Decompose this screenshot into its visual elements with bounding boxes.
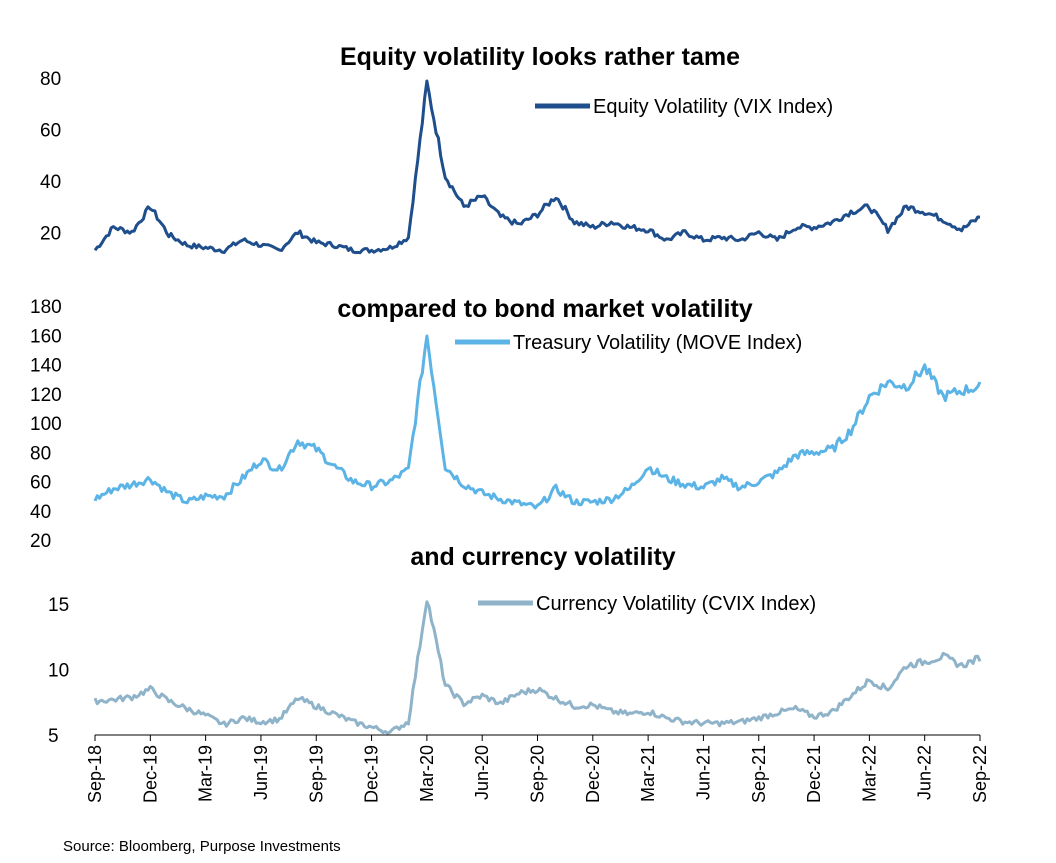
y-tick-bond-40: 40 xyxy=(30,502,51,523)
y-tick-bond-120: 120 xyxy=(30,385,62,406)
x-tick-label: Sep-20 xyxy=(528,745,548,803)
x-tick-label: Dec-19 xyxy=(362,745,382,803)
series-line-bond xyxy=(93,334,982,510)
legend-label-equity: Equity Volatility (VIX Index) xyxy=(593,96,833,118)
x-tick-label: Mar-21 xyxy=(638,745,658,802)
x-tick-label: Jun-21 xyxy=(693,745,713,800)
y-tick-equity-40: 40 xyxy=(40,172,61,193)
y-tick-currency-15: 15 xyxy=(48,595,69,616)
legend-label-currency: Currency Volatility (CVIX Index) xyxy=(536,593,816,615)
y-tick-bond-140: 140 xyxy=(30,356,62,377)
y-axis-tick-labels: 20 40 60 80 20 40 60 80 100 120 140 160 180 5 10 15 xyxy=(30,69,69,747)
y-tick-currency-10: 10 xyxy=(48,661,69,682)
y-tick-bond-100: 100 xyxy=(30,414,62,435)
x-tick-label: Mar-20 xyxy=(417,745,437,802)
series-lines xyxy=(93,79,982,735)
y-tick-equity-60: 60 xyxy=(40,121,61,142)
x-tick-label: Mar-22 xyxy=(859,745,879,802)
legend-currency: Currency Volatility (CVIX Index) xyxy=(478,593,816,615)
y-tick-bond-160: 160 xyxy=(30,326,62,347)
x-tick-label: Sep-22 xyxy=(970,745,990,803)
x-tick-label: Dec-18 xyxy=(140,745,160,803)
series-line-equity xyxy=(93,79,981,255)
x-tick-label: Sep-21 xyxy=(749,745,769,803)
x-tick-label: Sep-19 xyxy=(306,745,326,803)
y-tick-currency-5: 5 xyxy=(48,726,59,747)
y-tick-equity-80: 80 xyxy=(40,69,61,90)
x-tick-label: Jun-19 xyxy=(251,745,271,800)
chart-title-currency: and currency volatility xyxy=(410,543,675,571)
y-tick-bond-80: 80 xyxy=(30,443,51,464)
x-tick-label: Sep-18 xyxy=(85,745,105,803)
x-tick-label: Dec-21 xyxy=(804,745,824,803)
x-tick-label: Jun-22 xyxy=(915,745,935,800)
y-tick-bond-60: 60 xyxy=(30,473,51,494)
y-tick-bond-180: 180 xyxy=(30,297,62,318)
x-axis-tick-labels: Sep-18 Dec-18 Mar-19 Jun-19 Sep-19 Dec-19 Mar-… xyxy=(85,735,990,803)
source-note: Source: Bloomberg, Purpose Investments xyxy=(63,838,341,855)
legend-bond: Treasury Volatility (MOVE Index) xyxy=(455,332,802,354)
x-tick-label: Dec-20 xyxy=(583,745,603,803)
legend-label-bond: Treasury Volatility (MOVE Index) xyxy=(513,332,802,354)
x-tick-label: Mar-19 xyxy=(196,745,216,802)
legend-equity: Equity Volatility (VIX Index) xyxy=(535,96,833,118)
y-tick-bond-20: 20 xyxy=(30,531,51,552)
chart-title-bond: compared to bond market volatility xyxy=(337,295,752,323)
y-tick-equity-20: 20 xyxy=(40,223,61,244)
series-line-currency xyxy=(93,600,982,735)
x-tick-label: Jun-20 xyxy=(472,745,492,800)
chart-title-equity: Equity volatility looks rather tame xyxy=(340,43,740,71)
